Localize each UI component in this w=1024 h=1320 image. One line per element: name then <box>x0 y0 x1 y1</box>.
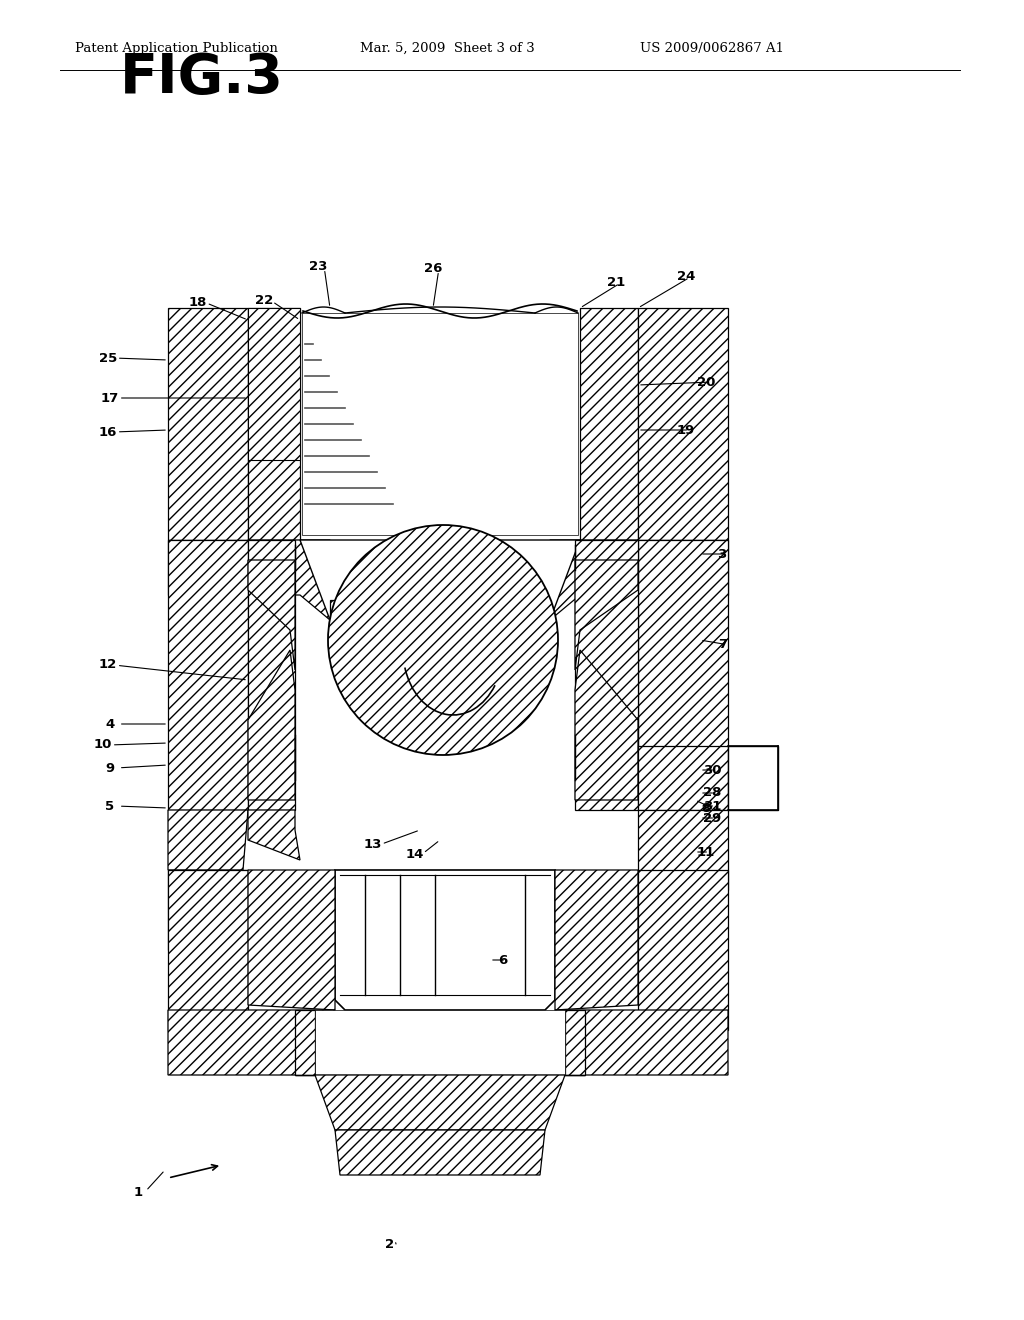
Polygon shape <box>190 880 248 960</box>
Text: 29: 29 <box>702 812 721 825</box>
Text: 18: 18 <box>188 296 207 309</box>
Polygon shape <box>248 870 335 1010</box>
Polygon shape <box>638 308 728 540</box>
Text: 17: 17 <box>101 392 119 404</box>
Polygon shape <box>565 1010 585 1074</box>
Polygon shape <box>330 601 550 620</box>
Text: 24: 24 <box>677 269 695 282</box>
Polygon shape <box>248 810 300 861</box>
Polygon shape <box>168 1010 335 1074</box>
Polygon shape <box>638 540 728 810</box>
Text: 22: 22 <box>255 293 273 306</box>
Text: 25: 25 <box>99 351 117 364</box>
Polygon shape <box>315 1010 565 1074</box>
Polygon shape <box>295 1010 315 1074</box>
Text: 8: 8 <box>701 801 711 814</box>
Polygon shape <box>168 870 248 1030</box>
Text: 6: 6 <box>499 953 508 966</box>
Polygon shape <box>302 313 578 535</box>
Polygon shape <box>248 560 295 671</box>
Text: 28: 28 <box>702 787 721 800</box>
Polygon shape <box>248 308 300 540</box>
Text: 16: 16 <box>98 425 117 438</box>
Text: FIG.3: FIG.3 <box>120 51 284 106</box>
Text: 3: 3 <box>718 548 727 561</box>
Text: 9: 9 <box>105 762 115 775</box>
Polygon shape <box>728 746 778 810</box>
Polygon shape <box>168 540 248 595</box>
Polygon shape <box>638 746 728 810</box>
Polygon shape <box>315 1074 565 1130</box>
Polygon shape <box>555 870 638 1010</box>
Text: 31: 31 <box>702 800 721 813</box>
Text: 23: 23 <box>309 260 328 272</box>
Polygon shape <box>248 540 295 810</box>
Text: 14: 14 <box>406 849 424 862</box>
Text: 30: 30 <box>702 763 721 776</box>
Text: 1: 1 <box>133 1187 142 1200</box>
Text: 7: 7 <box>719 639 728 652</box>
Polygon shape <box>335 870 555 1010</box>
Polygon shape <box>555 1010 728 1074</box>
Text: 11: 11 <box>697 846 715 858</box>
Polygon shape <box>575 649 638 800</box>
Circle shape <box>328 525 558 755</box>
Polygon shape <box>248 308 300 459</box>
Text: Mar. 5, 2009  Sheet 3 of 3: Mar. 5, 2009 Sheet 3 of 3 <box>360 42 535 55</box>
Text: 4: 4 <box>105 718 115 730</box>
Text: 5: 5 <box>105 800 115 813</box>
Text: 19: 19 <box>677 424 695 437</box>
Text: 13: 13 <box>364 838 382 851</box>
Polygon shape <box>580 308 638 540</box>
Polygon shape <box>575 560 638 671</box>
Polygon shape <box>168 870 190 950</box>
Text: 26: 26 <box>424 261 442 275</box>
Text: 20: 20 <box>696 375 715 388</box>
Text: Patent Application Publication: Patent Application Publication <box>75 42 278 55</box>
Text: 12: 12 <box>99 659 117 672</box>
Polygon shape <box>638 540 728 595</box>
Polygon shape <box>300 540 580 620</box>
Polygon shape <box>550 540 638 620</box>
Text: 21: 21 <box>607 276 625 289</box>
Polygon shape <box>168 810 248 870</box>
Polygon shape <box>168 308 248 540</box>
Polygon shape <box>248 540 330 620</box>
Text: 10: 10 <box>94 738 113 751</box>
Text: US 2009/0062867 A1: US 2009/0062867 A1 <box>640 42 784 55</box>
Polygon shape <box>575 540 638 810</box>
Polygon shape <box>168 540 248 810</box>
Polygon shape <box>335 1130 545 1175</box>
Text: 2: 2 <box>385 1238 394 1250</box>
Polygon shape <box>248 649 295 800</box>
Polygon shape <box>638 870 728 1030</box>
Polygon shape <box>638 810 728 890</box>
